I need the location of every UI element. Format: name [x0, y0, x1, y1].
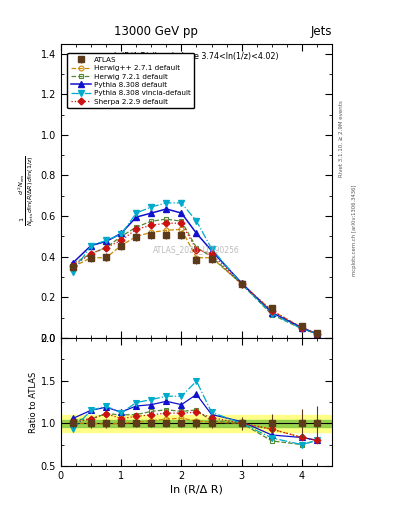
Text: ATLAS_2020_I1790256: ATLAS_2020_I1790256 [153, 245, 240, 254]
Herwig 7.2.1 default [104, 245, 108, 251]
Pythia 8.308 default [119, 230, 123, 237]
Pythia 8.308 vincia-default [149, 204, 154, 210]
Herwig++ 2.7.1 default [315, 331, 320, 337]
Herwig++ 2.7.1 default [71, 264, 75, 270]
Herwig++ 2.7.1 default [239, 281, 244, 287]
Sherpa 2.2.9 default [299, 325, 304, 331]
Pythia 8.308 vincia-default [119, 231, 123, 238]
Text: ln(R/Δ R) (Lund plane 3.74<ln(1/z)<4.02): ln(R/Δ R) (Lund plane 3.74<ln(1/z)<4.02) [114, 52, 279, 61]
Herwig++ 2.7.1 default [104, 254, 108, 261]
Herwig 7.2.1 default [149, 218, 154, 224]
Text: mcplots.cern.ch [arXiv:1306.3436]: mcplots.cern.ch [arXiv:1306.3436] [352, 185, 357, 276]
X-axis label: ln (R/Δ R): ln (R/Δ R) [170, 485, 223, 495]
Herwig 7.2.1 default [270, 311, 274, 317]
Pythia 8.308 vincia-default [194, 218, 199, 224]
Sherpa 2.2.9 default [104, 245, 108, 251]
Pythia 8.308 vincia-default [270, 310, 274, 316]
Herwig++ 2.7.1 default [299, 325, 304, 331]
Sherpa 2.2.9 default [270, 307, 274, 313]
Pythia 8.308 vincia-default [299, 326, 304, 332]
Text: Rivet 3.1.10, ≥ 2.9M events: Rivet 3.1.10, ≥ 2.9M events [339, 100, 344, 177]
Legend: ATLAS, Herwig++ 2.7.1 default, Herwig 7.2.1 default, Pythia 8.308 default, Pythi: ATLAS, Herwig++ 2.7.1 default, Herwig 7.… [67, 53, 195, 108]
Pythia 8.308 default [315, 331, 320, 337]
Pythia 8.308 vincia-default [134, 210, 139, 216]
Pythia 8.308 vincia-default [239, 281, 244, 287]
Pythia 8.308 default [179, 210, 184, 216]
Pythia 8.308 vincia-default [179, 200, 184, 206]
Sherpa 2.2.9 default [164, 220, 169, 226]
Herwig 7.2.1 default [119, 233, 123, 240]
Line: Pythia 8.308 vincia-default: Pythia 8.308 vincia-default [70, 200, 320, 337]
Pythia 8.308 default [194, 230, 199, 237]
Sherpa 2.2.9 default [209, 250, 214, 257]
Herwig 7.2.1 default [164, 216, 169, 222]
Text: Jets: Jets [310, 26, 332, 38]
Pythia 8.308 vincia-default [104, 238, 108, 244]
Herwig 7.2.1 default [134, 224, 139, 230]
Pythia 8.308 default [270, 309, 274, 315]
Pythia 8.308 default [209, 247, 214, 253]
Herwig++ 2.7.1 default [194, 254, 199, 261]
Pythia 8.308 vincia-default [164, 200, 169, 206]
Herwig 7.2.1 default [89, 250, 94, 257]
Herwig++ 2.7.1 default [179, 226, 184, 232]
Herwig++ 2.7.1 default [89, 254, 94, 261]
Herwig 7.2.1 default [315, 331, 320, 337]
Line: Sherpa 2.2.9 default: Sherpa 2.2.9 default [70, 221, 320, 336]
Herwig++ 2.7.1 default [270, 307, 274, 313]
Herwig++ 2.7.1 default [164, 227, 169, 233]
Herwig 7.2.1 default [71, 261, 75, 267]
Line: Herwig++ 2.7.1 default: Herwig++ 2.7.1 default [70, 227, 320, 336]
Pythia 8.308 vincia-default [209, 246, 214, 252]
Sherpa 2.2.9 default [149, 222, 154, 228]
Pythia 8.308 vincia-default [315, 331, 320, 337]
Sherpa 2.2.9 default [119, 238, 123, 244]
Pythia 8.308 default [71, 260, 75, 266]
Sherpa 2.2.9 default [89, 250, 94, 257]
Herwig++ 2.7.1 default [209, 254, 214, 261]
Herwig 7.2.1 default [209, 253, 214, 260]
Herwig++ 2.7.1 default [149, 229, 154, 236]
Pythia 8.308 vincia-default [71, 269, 75, 275]
Pythia 8.308 default [89, 243, 94, 249]
Text: 13000 GeV pp: 13000 GeV pp [114, 26, 198, 38]
Sherpa 2.2.9 default [134, 226, 139, 232]
Herwig++ 2.7.1 default [134, 233, 139, 240]
Y-axis label: $\frac{1}{N_{\rm jets}}\frac{d^2 N_{\rm em}}{d\ln(R/\Delta R)\,d\ln(1/z)}$: $\frac{1}{N_{\rm jets}}\frac{d^2 N_{\rm … [16, 155, 37, 226]
Y-axis label: Ratio to ATLAS: Ratio to ATLAS [29, 371, 38, 433]
Herwig 7.2.1 default [194, 245, 199, 251]
Bar [61, 415, 332, 432]
Sherpa 2.2.9 default [71, 263, 75, 269]
Pythia 8.308 default [149, 210, 154, 216]
Bar [61, 420, 332, 426]
Pythia 8.308 vincia-default [89, 243, 94, 249]
Sherpa 2.2.9 default [239, 281, 244, 287]
Pythia 8.308 default [104, 239, 108, 245]
Sherpa 2.2.9 default [179, 220, 184, 226]
Pythia 8.308 default [299, 325, 304, 331]
Pythia 8.308 default [164, 206, 169, 212]
Line: Herwig 7.2.1 default: Herwig 7.2.1 default [70, 217, 320, 336]
Sherpa 2.2.9 default [194, 247, 199, 253]
Herwig++ 2.7.1 default [119, 243, 123, 249]
Pythia 8.308 default [239, 280, 244, 286]
Herwig 7.2.1 default [179, 218, 184, 224]
Herwig 7.2.1 default [239, 281, 244, 287]
Herwig 7.2.1 default [299, 326, 304, 332]
Line: Pythia 8.308 default: Pythia 8.308 default [70, 206, 320, 337]
Sherpa 2.2.9 default [315, 331, 320, 337]
Pythia 8.308 default [134, 214, 139, 220]
